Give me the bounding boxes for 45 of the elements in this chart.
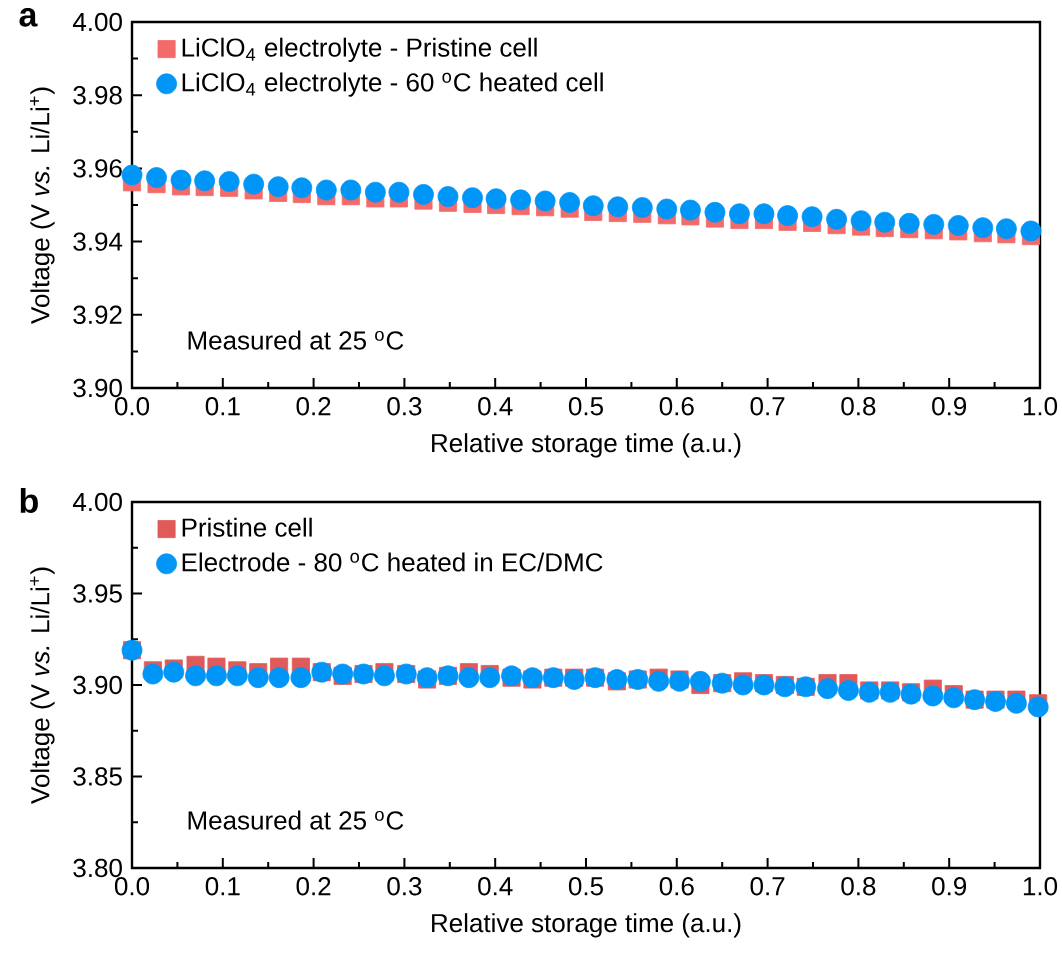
x-tick-label: 0.0 <box>114 877 150 896</box>
x-tick-label: 0.0 <box>114 397 150 416</box>
annotation: Measured at 25 $^{o}$C <box>188 810 404 830</box>
x-tick-label: 0.6 <box>659 397 694 416</box>
annotation: Measured at 25 $^{o}$C <box>188 330 404 350</box>
x-tick-label: 0.6 <box>659 877 694 896</box>
y-tick-label: 3.96 <box>73 159 122 178</box>
x-tick-label: 0.4 <box>478 397 513 416</box>
x-tick-label: 1.0 <box>1023 397 1058 416</box>
y-tick-label: 3.80 <box>73 858 122 878</box>
y-tick-label: 3.90 <box>73 675 122 695</box>
x-tick-label: 0.9 <box>932 877 967 896</box>
legend-label: LiClO$_{4}$ electrolyte - 60 $^{o}$C heated cell <box>182 72 603 97</box>
x-tick-label: 0.8 <box>841 877 876 896</box>
x-tick-label: 0.1 <box>205 397 240 416</box>
y-tick-label: 3.95 <box>73 584 122 603</box>
y-axis-title: Voltage (V vs. Li/Li$^{+}$) <box>29 567 55 804</box>
chart-title: b <box>20 488 38 514</box>
x-tick-label: 0.4 <box>478 877 513 896</box>
y-tick-label: 3.98 <box>73 85 122 105</box>
x-tick-label: 0.8 <box>841 397 876 416</box>
x-axis-title: Relative storage time (a.u.) <box>432 433 741 458</box>
legend-label: Electrode - 80 $^{o}$C heated in EC/DMC <box>182 552 603 572</box>
y-tick-label: 3.92 <box>73 305 122 324</box>
x-tick-label: 0.7 <box>750 397 785 416</box>
y-tick-label: 3.90 <box>73 378 122 398</box>
y-tick-label: 3.85 <box>73 767 122 786</box>
x-tick-label: 0.3 <box>387 397 422 416</box>
x-tick-label: 1.0 <box>1023 877 1058 896</box>
legend-label: Pristine cell <box>182 517 312 537</box>
x-tick-label: 0.2 <box>296 877 331 896</box>
y-tick-label: 4.00 <box>72 12 122 32</box>
x-tick-label: 0.7 <box>750 877 785 896</box>
x-axis-title: Relative storage time (a.u.) <box>432 913 741 938</box>
x-tick-label: 0.5 <box>568 397 603 416</box>
y-tick-label: 3.94 <box>73 232 123 251</box>
chart-title: a <box>19 8 38 27</box>
x-tick-label: 0.9 <box>932 397 967 416</box>
x-tick-label: 0.1 <box>205 877 240 896</box>
x-tick-label: 0.5 <box>568 877 603 896</box>
y-tick-label: 4.00 <box>72 492 122 512</box>
x-tick-label: 0.3 <box>387 877 422 896</box>
y-axis-title: Voltage (V vs. Li/Li$^{+}$) <box>29 87 55 324</box>
legend-label: LiClO$_{4}$ electrolyte - Pristine cell <box>182 37 537 62</box>
x-tick-label: 0.2 <box>296 397 331 416</box>
